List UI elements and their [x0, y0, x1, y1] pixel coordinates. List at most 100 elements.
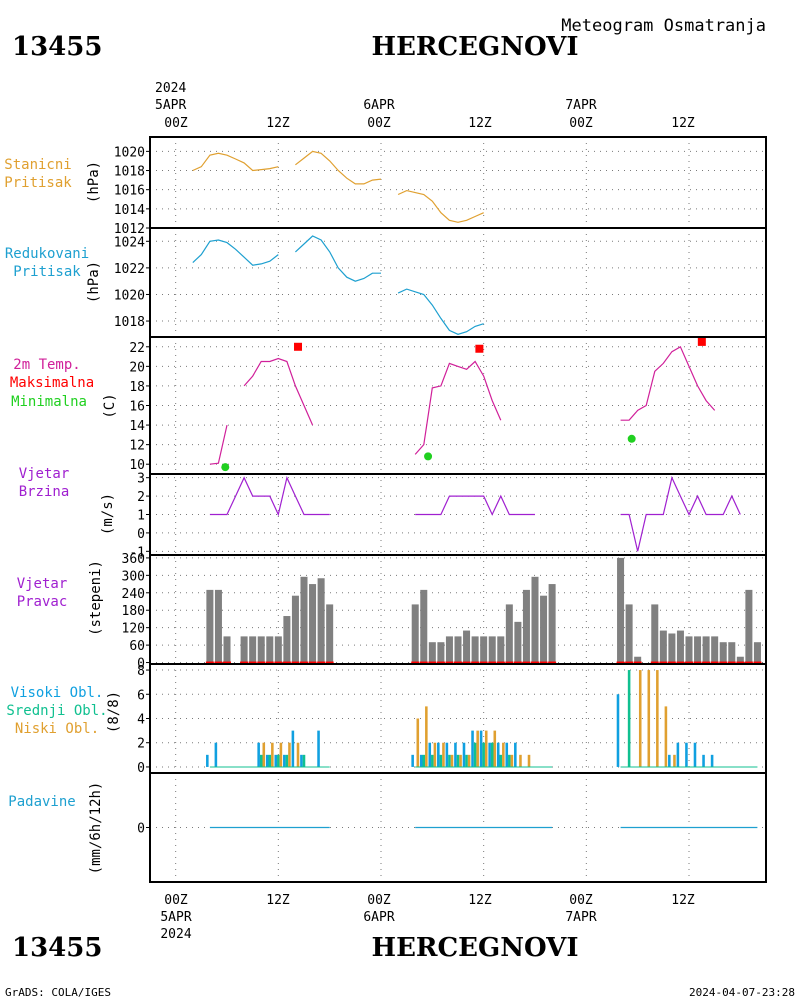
clouds-label-2: Srednji Obl. — [6, 703, 107, 719]
series-line — [209, 475, 330, 517]
cloud-low-bar — [638, 670, 642, 767]
reduced-pressure-label-1: Redukovani — [5, 246, 89, 262]
cloud-high-bar — [274, 754, 278, 767]
y-tick-label: 12 — [129, 439, 145, 454]
footer-timestamp: 2024-04-07-23:28 — [689, 986, 795, 999]
panel-frame — [149, 772, 767, 883]
y-tick-label: 300 — [122, 569, 145, 584]
temperature-unit: (C) — [102, 393, 118, 418]
cloud-high-bar — [291, 730, 295, 767]
cloud-low-bar — [656, 670, 659, 767]
series-line — [295, 150, 382, 185]
cloud-low-bar — [673, 754, 676, 767]
hour-label-top-1: 00Z — [164, 116, 188, 131]
day-label-top-1: 5APR — [155, 98, 186, 113]
cloud-mid-bar — [473, 742, 477, 767]
cloud-high-bar — [471, 730, 474, 767]
y-tick-label: 60 — [129, 639, 145, 654]
station-name-top: HERCEGNOVI — [372, 32, 579, 62]
day-label-bottom-3: 7APR — [565, 910, 596, 925]
y-tick-label: 1020 — [114, 145, 145, 160]
cloud-low-bar — [467, 754, 471, 767]
hour-label-bottom-1: 00Z — [164, 893, 188, 908]
y-tick-label: 16 — [129, 400, 145, 415]
cloud-mid-bar — [259, 754, 263, 767]
panel-station-pressure: 1012 1014 1016 1018 1020 — [114, 136, 767, 237]
wind-dir-label-1: Vjetar — [17, 576, 68, 592]
station-id-bottom: 13455 — [12, 933, 102, 963]
temperature-label-2: Maksimalna — [10, 375, 94, 391]
min-temp-marker — [627, 434, 636, 443]
wind-dir-bar — [719, 642, 727, 663]
wind-dir-bar — [300, 576, 308, 663]
wind-dir-bar — [274, 636, 282, 663]
wind-dir-bar — [326, 604, 334, 663]
precip-label-1: Padavine — [8, 794, 75, 810]
y-tick-label: 4 — [137, 713, 145, 728]
hour-label-top-5: 00Z — [569, 116, 593, 131]
cloud-low-bar — [296, 742, 300, 767]
wind-dir-bar — [480, 636, 488, 663]
label-clouds: Visoki Obl. Srednji Obl. Niski Obl. (8/8… — [6, 685, 122, 737]
cloud-low-bar — [664, 706, 668, 767]
series-line — [192, 239, 279, 266]
hour-label-bottom-4: 12Z — [468, 893, 492, 908]
label-wind-direction: Vjetar Pravac (stepeni) — [17, 560, 104, 636]
temperature-label-1: 2m Temp. — [13, 357, 80, 373]
hour-label-bottom-5: 00Z — [569, 893, 593, 908]
panel-reduced-pressure: 1018 1020 1022 1024 — [114, 227, 767, 338]
panel-wind-dir: 0 60 120 180 240 300 360 — [122, 552, 767, 672]
precip-unit: (mm/6h/12h) — [88, 782, 104, 875]
cloud-high-bar — [668, 754, 671, 767]
cloud-high-bar — [462, 742, 466, 767]
panel-wind-speed: -1 0 1 2 3 — [129, 472, 767, 560]
cloud-low-bar — [271, 742, 274, 767]
cloud-high-bar — [616, 694, 620, 767]
cloud-mid-bar — [431, 754, 434, 767]
y-tick-label: 2 — [137, 737, 145, 752]
cloud-high-bar — [428, 742, 432, 767]
cloud-low-bar — [459, 754, 462, 767]
series-line — [397, 189, 484, 223]
y-tick-label: 20 — [129, 360, 145, 375]
series-line — [294, 235, 381, 282]
y-tick-label: 1016 — [114, 184, 145, 199]
wind-dir-bar — [694, 636, 702, 663]
wind-dir-bar — [522, 589, 530, 663]
cloud-high-bar — [265, 754, 269, 767]
year-top: 2024 — [155, 81, 186, 96]
wind-dir-bar — [659, 630, 667, 663]
y-tick-label: 1022 — [114, 262, 145, 277]
y-tick-label: 18 — [129, 380, 145, 395]
y-tick-label: 0 — [137, 527, 145, 542]
cloud-low-bar — [416, 718, 420, 767]
cloud-mid-bar — [499, 754, 503, 767]
hour-label-bottom-6: 12Z — [671, 893, 695, 908]
cloud-low-bar — [433, 742, 437, 767]
wind-dir-bar — [291, 595, 299, 663]
wind-dir-bar — [257, 636, 265, 663]
cloud-low-bar — [493, 730, 497, 767]
cloud-low-bar — [442, 742, 445, 767]
y-tick-label: 1 — [137, 509, 145, 524]
cloud-mid-bar — [465, 754, 468, 767]
series-line — [243, 357, 314, 426]
station-id-top: 13455 — [12, 32, 102, 62]
hour-label-bottom-2: 12Z — [266, 893, 290, 908]
cloud-high-bar — [514, 742, 517, 767]
cloud-mid-bar — [482, 742, 485, 767]
max-temp-marker — [294, 342, 303, 351]
panel-frame — [149, 227, 767, 338]
series-line — [620, 475, 741, 552]
wind-dir-bar — [685, 636, 693, 663]
y-tick-label: 1024 — [114, 235, 145, 250]
wind-speed-label-1: Vjetar — [19, 466, 70, 482]
label-precip: Padavine (mm/6h/12h) — [8, 782, 104, 875]
y-tick-label: 360 — [122, 552, 145, 567]
cloud-high-bar — [206, 754, 209, 767]
y-tick-label: -1 — [129, 545, 145, 560]
cloud-low-bar — [510, 754, 514, 767]
y-tick-label: 22 — [129, 341, 145, 356]
panel-frame — [149, 473, 767, 556]
cloud-mid-bar — [268, 754, 272, 767]
